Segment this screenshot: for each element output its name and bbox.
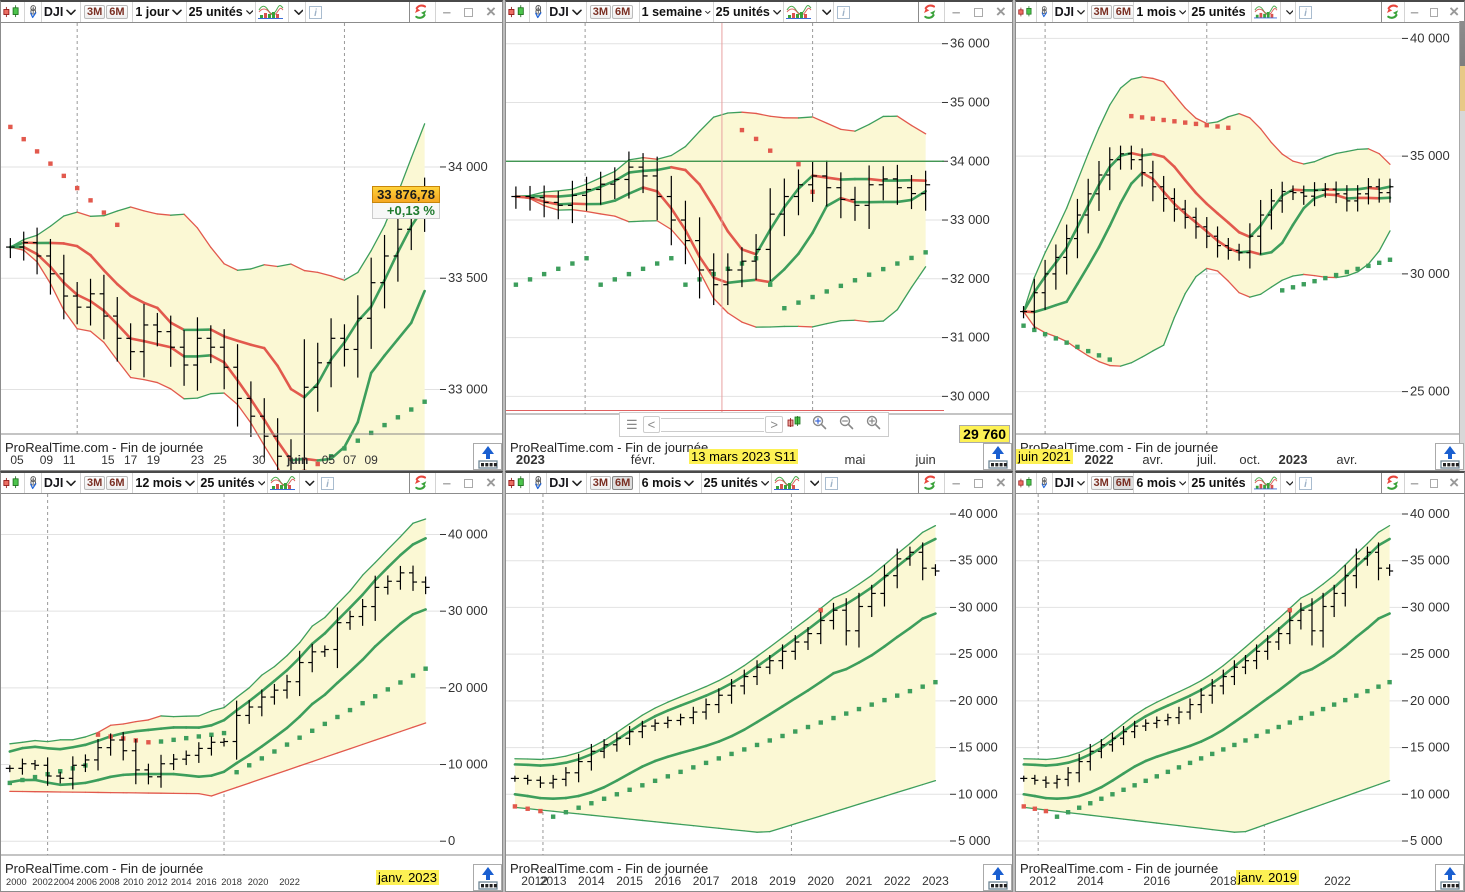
svg-text:05: 05 bbox=[10, 453, 24, 467]
svg-text:ProRealTime.com - Fin de journ: ProRealTime.com - Fin de journée bbox=[1020, 861, 1218, 876]
svg-text:40 000: 40 000 bbox=[958, 506, 998, 521]
svg-text:2006: 2006 bbox=[76, 877, 97, 887]
svg-text:2014: 2014 bbox=[1077, 874, 1104, 888]
svg-text:i: i bbox=[1305, 479, 1308, 490]
svg-text:2023: 2023 bbox=[1279, 452, 1308, 467]
svg-text:2017: 2017 bbox=[693, 874, 720, 888]
svg-text:15 000: 15 000 bbox=[958, 740, 998, 755]
svg-text:2021: 2021 bbox=[846, 874, 873, 888]
svg-text:0: 0 bbox=[448, 833, 455, 848]
svg-text:5 000: 5 000 bbox=[1410, 833, 1443, 848]
svg-text:2016: 2016 bbox=[654, 874, 681, 888]
svg-text:25: 25 bbox=[213, 453, 227, 467]
svg-text:i: i bbox=[843, 8, 846, 19]
svg-text:2022: 2022 bbox=[279, 877, 300, 887]
svg-text:2023: 2023 bbox=[922, 874, 949, 888]
svg-text:30 000: 30 000 bbox=[448, 603, 488, 618]
svg-text:15 000: 15 000 bbox=[1410, 740, 1450, 755]
svg-text:11: 11 bbox=[63, 453, 76, 467]
svg-text:20 000: 20 000 bbox=[448, 680, 488, 695]
svg-text:2018: 2018 bbox=[221, 877, 242, 887]
svg-text:2012: 2012 bbox=[147, 877, 168, 887]
svg-text:2016: 2016 bbox=[196, 877, 217, 887]
svg-text:30 000: 30 000 bbox=[958, 599, 998, 614]
svg-text:2008: 2008 bbox=[99, 877, 120, 887]
svg-text:34 000: 34 000 bbox=[950, 153, 990, 168]
svg-text:40 000: 40 000 bbox=[1410, 506, 1450, 521]
svg-text:30: 30 bbox=[252, 453, 266, 467]
svg-text:i: i bbox=[314, 8, 317, 19]
svg-text:10 000: 10 000 bbox=[448, 757, 488, 772]
svg-text:19: 19 bbox=[147, 453, 161, 467]
svg-text:juin: juin bbox=[915, 452, 936, 467]
svg-text:23: 23 bbox=[191, 453, 205, 467]
svg-text:32 000: 32 000 bbox=[950, 271, 990, 286]
svg-text:35 000: 35 000 bbox=[1410, 553, 1450, 568]
svg-text:ProRealTime.com - Fin de journ: ProRealTime.com - Fin de journée bbox=[510, 440, 708, 455]
svg-text:2002: 2002 bbox=[32, 877, 53, 887]
svg-text:33 000: 33 000 bbox=[448, 381, 488, 396]
svg-text:17: 17 bbox=[124, 453, 138, 467]
svg-text:10 000: 10 000 bbox=[958, 786, 998, 801]
svg-text:40 000: 40 000 bbox=[448, 527, 488, 542]
svg-text:mai: mai bbox=[845, 452, 866, 467]
svg-text:09: 09 bbox=[364, 453, 378, 467]
svg-text:2015: 2015 bbox=[616, 874, 643, 888]
svg-text:2014: 2014 bbox=[578, 874, 605, 888]
svg-text:33 000: 33 000 bbox=[950, 212, 990, 227]
svg-text:ProRealTime.com - Fin de journ: ProRealTime.com - Fin de journée bbox=[5, 861, 203, 876]
svg-text:35 000: 35 000 bbox=[958, 553, 998, 568]
svg-text:31 000: 31 000 bbox=[950, 330, 990, 345]
svg-text:oct.: oct. bbox=[1239, 452, 1260, 467]
svg-text:34 000: 34 000 bbox=[448, 159, 488, 174]
svg-text:33 500: 33 500 bbox=[448, 270, 488, 285]
svg-text:20 000: 20 000 bbox=[958, 693, 998, 708]
svg-text:2020: 2020 bbox=[807, 874, 834, 888]
svg-text:2018: 2018 bbox=[1210, 874, 1237, 888]
svg-text:25 000: 25 000 bbox=[1410, 384, 1450, 399]
svg-text:35 000: 35 000 bbox=[1410, 148, 1450, 163]
svg-text:15: 15 bbox=[101, 453, 115, 467]
svg-text:30 000: 30 000 bbox=[950, 388, 990, 403]
svg-text:2016: 2016 bbox=[1143, 874, 1170, 888]
svg-text:07: 07 bbox=[343, 453, 357, 467]
svg-text:09: 09 bbox=[40, 453, 54, 467]
svg-text:2014: 2014 bbox=[171, 877, 192, 887]
svg-text:20 000: 20 000 bbox=[1410, 693, 1450, 708]
svg-text:10 000: 10 000 bbox=[1410, 786, 1450, 801]
svg-text:2019: 2019 bbox=[769, 874, 796, 888]
svg-text:i: i bbox=[326, 479, 329, 490]
svg-text:ProRealTime.com - Fin de journ: ProRealTime.com - Fin de journée bbox=[510, 861, 708, 876]
svg-text:05: 05 bbox=[322, 453, 336, 467]
svg-text:30 000: 30 000 bbox=[1410, 266, 1450, 281]
svg-text:2020: 2020 bbox=[248, 877, 269, 887]
svg-text:2010: 2010 bbox=[123, 877, 144, 887]
svg-text:36 000: 36 000 bbox=[950, 36, 990, 51]
svg-text:2000: 2000 bbox=[6, 877, 27, 887]
svg-text:2022: 2022 bbox=[884, 874, 911, 888]
svg-text:avr.: avr. bbox=[1336, 452, 1357, 467]
svg-text:25 000: 25 000 bbox=[958, 646, 998, 661]
svg-text:2022: 2022 bbox=[1324, 874, 1351, 888]
svg-text:2004: 2004 bbox=[54, 877, 75, 887]
svg-text:30 000: 30 000 bbox=[1410, 599, 1450, 614]
svg-text:juin: juin bbox=[286, 453, 308, 467]
svg-text:40 000: 40 000 bbox=[1410, 30, 1450, 45]
svg-text:2012: 2012 bbox=[1029, 874, 1056, 888]
svg-text:25 000: 25 000 bbox=[1410, 646, 1450, 661]
svg-text:i: i bbox=[1305, 8, 1308, 19]
svg-text:2018: 2018 bbox=[731, 874, 758, 888]
svg-text:2013: 2013 bbox=[540, 874, 567, 888]
svg-text:35 000: 35 000 bbox=[950, 94, 990, 109]
svg-text:ProRealTime.com - Fin de journ: ProRealTime.com - Fin de journée bbox=[5, 440, 203, 455]
svg-text:i: i bbox=[831, 479, 834, 490]
svg-text:5 000: 5 000 bbox=[958, 833, 991, 848]
